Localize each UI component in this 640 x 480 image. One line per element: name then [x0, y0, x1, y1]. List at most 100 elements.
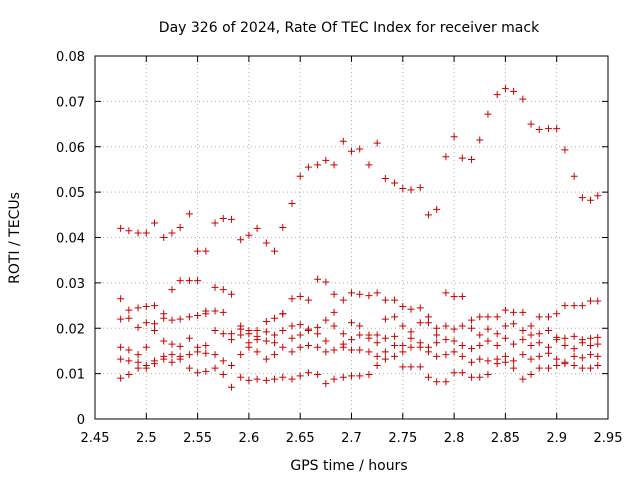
data-point — [304, 296, 312, 304]
data-point — [151, 302, 159, 310]
series-6 — [117, 352, 602, 391]
data-point — [245, 343, 253, 351]
data-point — [279, 373, 287, 381]
data-point — [296, 343, 304, 351]
data-point — [433, 205, 441, 213]
data-point — [476, 355, 484, 363]
data-point — [237, 351, 245, 359]
x-axis-label: GPS time / hours — [290, 458, 407, 474]
data-point — [493, 341, 501, 349]
series-3 — [117, 307, 602, 344]
data-point — [288, 295, 296, 303]
data-point — [365, 371, 373, 379]
data-point — [587, 334, 595, 342]
data-point — [322, 348, 330, 356]
data-point — [527, 331, 535, 339]
data-point — [185, 364, 193, 372]
data-point — [476, 373, 484, 381]
data-point — [442, 378, 450, 386]
data-point — [407, 334, 415, 342]
data-point — [211, 351, 219, 359]
data-point — [304, 163, 312, 171]
x-axis-ticks: 2.45 2.5 2.55 2.6 2.65 2.7 2.75 2.8 2.85 2.9 2.95 — [81, 56, 623, 446]
x-tick-label: 2.95 — [594, 431, 623, 446]
data-point — [407, 363, 415, 371]
data-point — [527, 341, 535, 349]
data-point — [339, 343, 347, 351]
data-point — [433, 324, 441, 332]
data-point — [519, 308, 527, 316]
data-point — [424, 211, 432, 219]
data-point — [468, 316, 476, 324]
data-point — [373, 289, 381, 297]
data-point — [262, 355, 270, 363]
data-point — [407, 305, 415, 313]
data-point — [442, 289, 450, 297]
data-point — [253, 375, 261, 383]
data-point — [117, 355, 125, 363]
data-point — [544, 349, 552, 357]
data-point — [211, 219, 219, 227]
data-point — [142, 319, 150, 327]
data-point — [578, 364, 586, 372]
data-point — [262, 328, 270, 336]
data-point — [296, 372, 304, 380]
data-point — [381, 175, 389, 183]
data-point — [484, 357, 492, 365]
data-point — [262, 239, 270, 247]
data-point — [211, 283, 219, 291]
data-point — [279, 327, 287, 335]
data-point — [185, 334, 193, 342]
data-point — [168, 286, 176, 294]
data-point — [365, 161, 373, 169]
data-point — [176, 342, 184, 350]
data-point — [373, 352, 381, 360]
y-tick-label: 0.03 — [56, 277, 85, 292]
data-point — [373, 339, 381, 347]
data-point — [399, 341, 407, 349]
data-point — [587, 297, 595, 305]
data-point — [117, 295, 125, 303]
data-point — [391, 179, 399, 187]
data-point — [587, 364, 595, 372]
data-point — [476, 341, 484, 349]
data-point — [134, 364, 142, 372]
data-point — [493, 313, 501, 321]
data-point — [527, 120, 535, 128]
data-point — [219, 214, 227, 222]
data-point — [288, 322, 296, 330]
data-point — [271, 339, 279, 347]
x-tick-label: 2.8 — [444, 431, 465, 446]
data-point — [168, 340, 176, 348]
data-point — [322, 278, 330, 286]
data-point — [458, 352, 466, 360]
data-point — [348, 289, 355, 297]
data-point — [510, 308, 518, 316]
data-point — [561, 360, 569, 368]
data-point — [202, 367, 210, 375]
data-point — [271, 331, 279, 339]
data-point — [262, 376, 270, 384]
data-point — [442, 336, 450, 344]
data-point — [176, 315, 184, 323]
data-point — [442, 351, 450, 359]
data-point — [304, 327, 312, 335]
series-4 — [117, 322, 602, 359]
data-point — [544, 364, 552, 372]
data-point — [219, 357, 227, 365]
data-point — [245, 376, 253, 384]
data-point — [176, 277, 184, 285]
data-point — [322, 316, 330, 324]
data-point — [330, 322, 338, 330]
x-tick-label: 2.65 — [286, 431, 315, 446]
data-point — [142, 364, 150, 372]
data-point — [561, 334, 569, 342]
data-point — [424, 313, 432, 321]
data-point — [339, 296, 347, 304]
data-point — [356, 331, 364, 339]
data-point — [348, 147, 355, 155]
data-point — [125, 314, 133, 322]
data-point — [296, 172, 304, 180]
data-point — [587, 351, 595, 359]
data-point — [237, 322, 245, 330]
